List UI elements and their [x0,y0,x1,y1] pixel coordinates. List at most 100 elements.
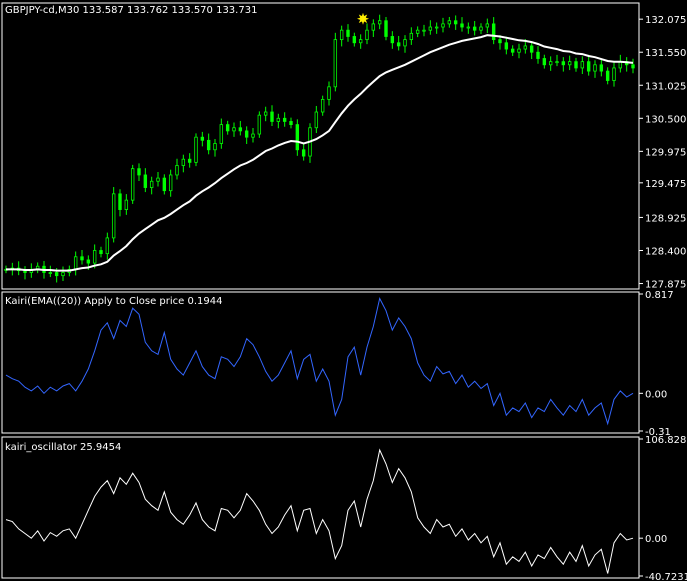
candle-body [251,133,255,138]
candle-body [466,26,471,29]
osc-frame [1,436,640,579]
candle-body [612,67,616,81]
candle-body [80,256,84,261]
osc-ytick-label: 0.00 [645,534,667,545]
candle-body [460,23,464,28]
price-pane[interactable]: 127.875 128.400 128.925 129.475 129.975 130.5… [1,2,686,291]
candle-body [580,61,585,69]
candle-body [149,180,154,188]
oscillator-pane[interactable]: 106.8282 0.00 -40.7231 [1,435,687,581]
candle-body [206,139,211,151]
candle-body [339,29,344,41]
candle-body [517,48,521,53]
candle-body [561,61,566,66]
candle-body [593,64,597,72]
candle-body [257,114,262,135]
candle-body [86,259,91,264]
candle-body [73,256,78,270]
candle-body [124,199,129,210]
candle-body [428,26,433,31]
main-ytick-label: 128.400 [645,246,686,257]
candle-body [225,124,230,132]
candle-body [415,29,420,34]
candle-body [574,61,578,69]
candle-body [548,61,553,66]
candle-body [409,32,414,41]
candle-body [371,23,376,31]
candle-body [232,127,236,132]
candle-body [491,23,496,41]
candle-body [213,143,217,151]
candle-body [365,29,369,41]
candle-body [352,36,357,44]
candle-body [244,130,249,138]
candle-body [542,58,547,66]
candle-body [327,86,331,100]
candle-body [105,237,110,255]
candle-body [599,64,604,72]
candle-body [447,20,452,25]
candle-body [498,39,502,44]
kairi-frame [1,291,640,434]
main-ytick-label: 128.925 [645,213,686,224]
candle-body [377,20,382,25]
candle-body [263,111,268,116]
main-ytick-label: 130.500 [645,114,686,125]
candle-body [187,158,192,163]
main-ytick-label: 129.975 [645,147,686,158]
candle-body [156,177,160,182]
candle-body [162,177,167,192]
candle-body [333,39,338,88]
osc-series-line [5,448,634,574]
kairi-pane[interactable]: 0.817 0.00 -0.31 [1,290,674,438]
candle-body [523,45,528,50]
candle-body [422,29,426,32]
candle-body [504,42,509,50]
candle-body [453,20,458,25]
candle-body [510,48,515,53]
candle-body [61,272,65,277]
candle-body [358,39,363,44]
kairi-pane-label: Kairi(EMA((20)) Apply to Close price 0.1… [5,296,222,307]
candle-body [289,121,293,125]
candle-body [295,124,300,151]
kairi-series-line [5,297,634,426]
candle-body [605,70,610,81]
candle-body [137,168,141,176]
candle-body [390,36,395,44]
oscillator-pane-label: kairi_oscillator 25.9454 [5,442,121,453]
candle-body [282,117,287,122]
kairi-ytick-label: 0.00 [645,389,667,400]
main-frame [1,2,640,290]
osc-ytick-label: -40.7231 [645,572,687,581]
candle-body [143,174,148,188]
candle-body [200,136,205,141]
candle-body [434,26,439,29]
candle-body [396,42,401,47]
candle-body [181,158,186,166]
candle-body [194,136,198,163]
candle-body [346,29,350,37]
candle-body [555,61,559,64]
candle-body [320,99,325,113]
kairi-ytick-label: 0.817 [645,290,674,301]
candle-body [631,64,635,69]
yellow-star-icon [357,12,369,25]
main-ytick-label: 127.875 [645,280,686,291]
candle-body [472,26,477,31]
candle-body [118,193,122,210]
main-ytick-label: 129.475 [645,179,686,190]
candle-body [99,250,103,255]
price-pane-label: GBPJPY-cd,M30 133.587 133.762 133.570 13… [5,5,257,16]
kairi-ytick-label: -0.31 [645,427,671,438]
candle-body [479,26,483,31]
osc-ytick-label: 106.8282 [645,435,687,446]
main-ytick-label: 132.075 [645,15,686,26]
candle-body [301,149,306,157]
candle-body [567,61,572,66]
candle-body [168,174,173,192]
candle-body [276,117,281,122]
candle-body [48,272,53,274]
